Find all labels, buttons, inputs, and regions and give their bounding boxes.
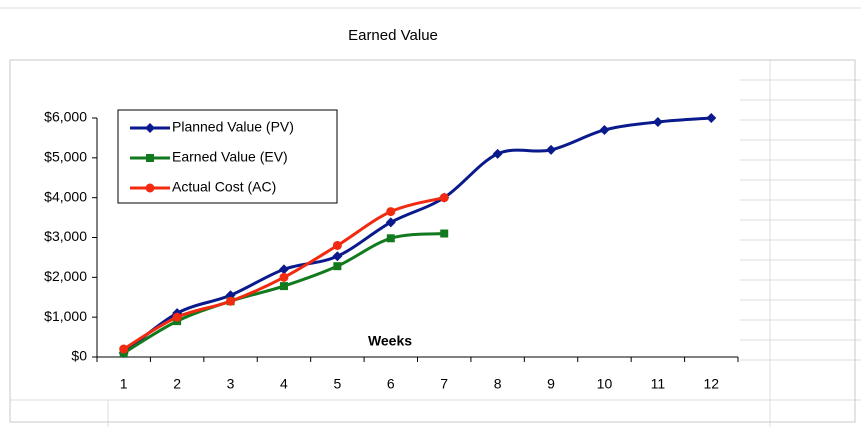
marker: [706, 113, 717, 123]
x-tick-label: 9: [547, 376, 555, 392]
x-tick-label: 8: [494, 376, 502, 392]
marker: [172, 312, 182, 322]
x-tick-label: 12: [704, 376, 720, 392]
y-tick-label: $0: [71, 348, 87, 364]
marker: [145, 183, 155, 193]
marker: [492, 148, 503, 159]
marker: [385, 217, 396, 228]
marker: [279, 282, 288, 291]
marker: [333, 262, 342, 271]
marker: [279, 272, 289, 282]
x-axis-title: Weeks: [368, 333, 412, 349]
marker: [439, 193, 449, 203]
marker: [440, 229, 449, 238]
y-tick-label: $5,000: [44, 149, 87, 165]
marker: [599, 124, 610, 135]
legend-label: Earned Value (EV): [172, 149, 288, 165]
marker: [386, 234, 395, 243]
y-tick-label: $4,000: [44, 188, 87, 204]
marker: [652, 116, 663, 127]
marker: [546, 144, 557, 155]
marker: [332, 251, 343, 262]
marker: [146, 154, 154, 162]
legend: Planned Value (PV) Earned Value (EV) Actua…: [117, 109, 338, 204]
x-tick-label: 11: [651, 376, 666, 392]
sheet-grid: [0, 7, 861, 427]
marker: [119, 344, 129, 354]
x-tick-label: 1: [120, 376, 128, 392]
marker: [145, 123, 155, 133]
x-tick-label: 4: [280, 376, 288, 392]
x-tick-label: 5: [333, 376, 341, 392]
marker: [332, 240, 342, 250]
x-tick-label: 6: [387, 376, 395, 392]
x-tick-label: 7: [440, 376, 448, 392]
x-tick-label: 2: [173, 376, 181, 392]
y-tick-label: $1,000: [44, 308, 87, 324]
marker: [278, 264, 289, 275]
y-tick-label: $3,000: [44, 228, 87, 244]
marker: [386, 207, 396, 217]
legend-label: Actual Cost (AC): [172, 179, 276, 195]
legend-label: Planned Value (PV): [172, 119, 294, 135]
x-tick-label: 3: [227, 376, 235, 392]
y-tick-label: $2,000: [44, 268, 87, 284]
marker: [226, 296, 236, 306]
y-tick-label: $6,000: [44, 109, 87, 125]
chart-title: Earned Value: [348, 27, 438, 44]
x-tick-label: 10: [597, 376, 613, 392]
